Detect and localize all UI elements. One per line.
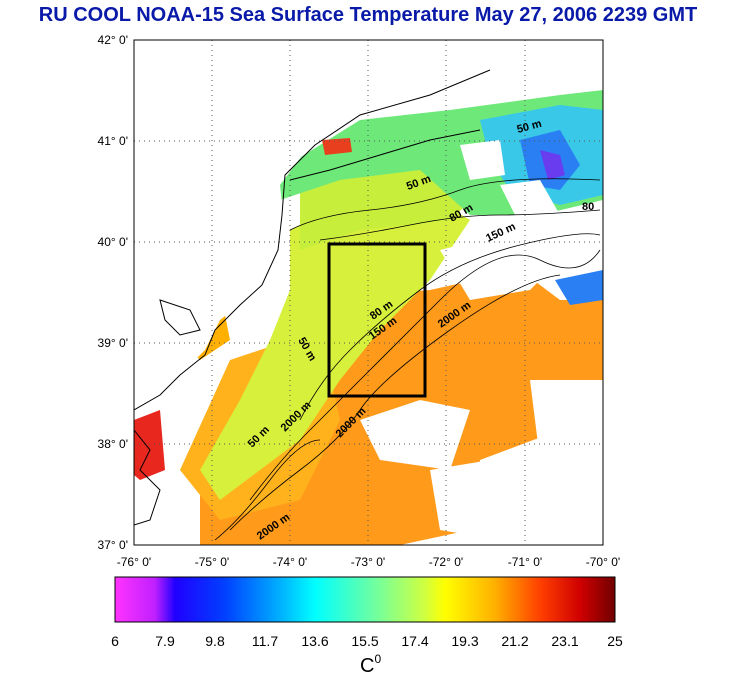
y-tick-label: 42° 0' bbox=[98, 33, 128, 47]
study-area-box bbox=[327, 242, 427, 398]
colorbar: 6 7.9 9.8 11.7 13.6 15.5 17.4 19.3 21.2 23.1 25 C0 bbox=[111, 576, 623, 677]
colorbar-tick-label: 23.1 bbox=[551, 633, 578, 649]
map-gridlines bbox=[134, 40, 603, 545]
land-mass bbox=[134, 40, 490, 410]
y-tick-label: 39° 0' bbox=[98, 336, 128, 350]
map-panel: 50 m 50 m 80 m 150 m 80 80 m 150 m 2000 … bbox=[134, 40, 603, 545]
x-tick-label: -74° 0' bbox=[273, 555, 307, 569]
y-tick-label: 37° 0' bbox=[98, 538, 128, 552]
colorbar-tick-label: 9.8 bbox=[205, 633, 225, 649]
colorbar-ticks: 6 7.9 9.8 11.7 13.6 15.5 17.4 19.3 21.2 23.1 25 bbox=[111, 633, 623, 649]
colorbar-tick-label: 13.6 bbox=[301, 633, 328, 649]
x-tick-label: -75° 0' bbox=[195, 555, 229, 569]
colorbar-tick-label: 25 bbox=[607, 633, 623, 649]
y-tick-label: 40° 0' bbox=[98, 235, 128, 249]
chart-title: RU COOL NOAA-15 Sea Surface Temperature … bbox=[38, 4, 698, 26]
colorbar-gradient bbox=[114, 576, 616, 623]
sst-field bbox=[134, 90, 603, 545]
y-axis: 42° 0' 41° 0' 40° 0' 39° 0' 38° 0' 37° 0… bbox=[98, 33, 128, 552]
colorbar-tick-label: 7.9 bbox=[155, 633, 175, 649]
x-tick-label: -71° 0' bbox=[508, 555, 542, 569]
colorbar-tick-label: 19.3 bbox=[451, 633, 478, 649]
x-tick-label: -70° 0' bbox=[586, 555, 620, 569]
y-tick-label: 41° 0' bbox=[98, 134, 128, 148]
colorbar-unit: C0 bbox=[360, 652, 381, 677]
y-tick-label: 38° 0' bbox=[98, 437, 128, 451]
colorbar-tick-label: 21.2 bbox=[501, 633, 528, 649]
x-axis: -76° 0' -75° 0' -74° 0' -73° 0' -72° 0' … bbox=[117, 555, 620, 569]
coastline bbox=[134, 69, 491, 411]
colorbar-tick-label: 15.5 bbox=[351, 633, 378, 649]
x-tick-label: -72° 0' bbox=[429, 555, 463, 569]
colorbar-tick-label: 6 bbox=[111, 633, 119, 649]
colorbar-tick-label: 17.4 bbox=[401, 633, 428, 649]
bathymetry-contours bbox=[214, 178, 601, 541]
map-frame bbox=[133, 39, 604, 546]
contour-label: 80 bbox=[582, 201, 594, 213]
x-tick-label: -76° 0' bbox=[117, 555, 151, 569]
colorbar-tick-label: 11.7 bbox=[252, 633, 278, 649]
x-tick-label: -73° 0' bbox=[351, 555, 385, 569]
